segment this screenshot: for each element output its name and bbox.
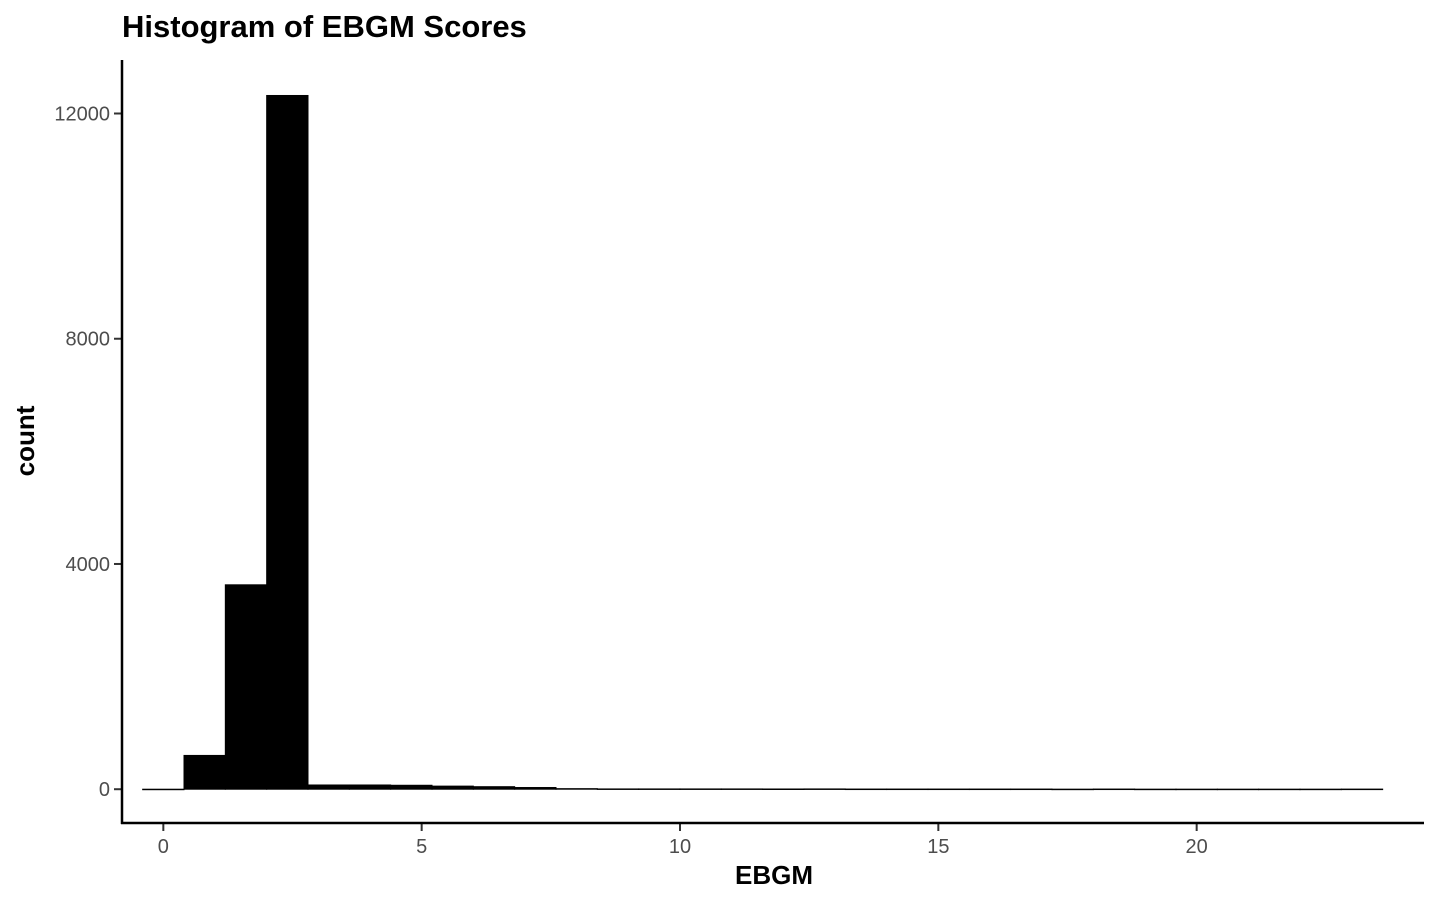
histogram-bar <box>183 754 226 790</box>
y-axis-title: count <box>10 405 40 476</box>
histogram-bar <box>1092 788 1136 791</box>
histogram-bar <box>1340 788 1384 791</box>
y-tick-label: 0 <box>99 779 110 801</box>
x-tick-label: 15 <box>927 836 949 858</box>
histogram-bar <box>844 788 888 791</box>
histogram-bar <box>927 788 970 791</box>
histogram-bar <box>555 788 598 790</box>
y-tick-label: 12000 <box>54 103 110 125</box>
chart-title: Histogram of EBGM Scores <box>122 9 527 44</box>
histogram-bar <box>1216 788 1260 791</box>
histogram-bar <box>224 584 268 790</box>
x-axis-ticks: 0 5 10 15 20 <box>158 823 1208 858</box>
histogram-bar <box>142 788 185 791</box>
histogram-bars <box>142 94 1384 791</box>
histogram-bar <box>803 788 846 790</box>
histogram-bar <box>596 788 640 790</box>
x-tick-label: 0 <box>158 836 169 858</box>
histogram-bar <box>390 784 433 790</box>
y-tick-label: 8000 <box>66 329 111 351</box>
histogram-bar <box>1051 788 1094 791</box>
histogram-bar <box>968 788 1012 791</box>
histogram-bar <box>514 787 557 790</box>
histogram-bar <box>307 784 350 790</box>
histogram-bar <box>472 786 516 790</box>
histogram-bar <box>1175 788 1218 791</box>
histogram-bar <box>1010 788 1053 791</box>
histogram-bar <box>1258 788 1301 791</box>
histogram-bar <box>266 94 309 790</box>
histogram-bar <box>348 784 392 790</box>
histogram-bar <box>679 788 722 790</box>
x-tick-label: 5 <box>416 836 427 858</box>
x-tick-label: 20 <box>1186 836 1208 858</box>
y-tick-label: 4000 <box>66 554 111 576</box>
x-tick-label: 10 <box>669 836 691 858</box>
histogram-bar <box>720 788 764 790</box>
histogram-bar <box>431 785 474 790</box>
y-axis-ticks: 0 4000 8000 12000 <box>54 103 122 801</box>
histogram-bar <box>886 788 929 791</box>
x-axis-title: EBGM <box>735 860 813 890</box>
histogram-bar <box>638 788 681 790</box>
histogram-bar <box>762 788 805 790</box>
histogram-bar <box>1299 788 1342 791</box>
histogram-bar <box>1134 788 1177 791</box>
